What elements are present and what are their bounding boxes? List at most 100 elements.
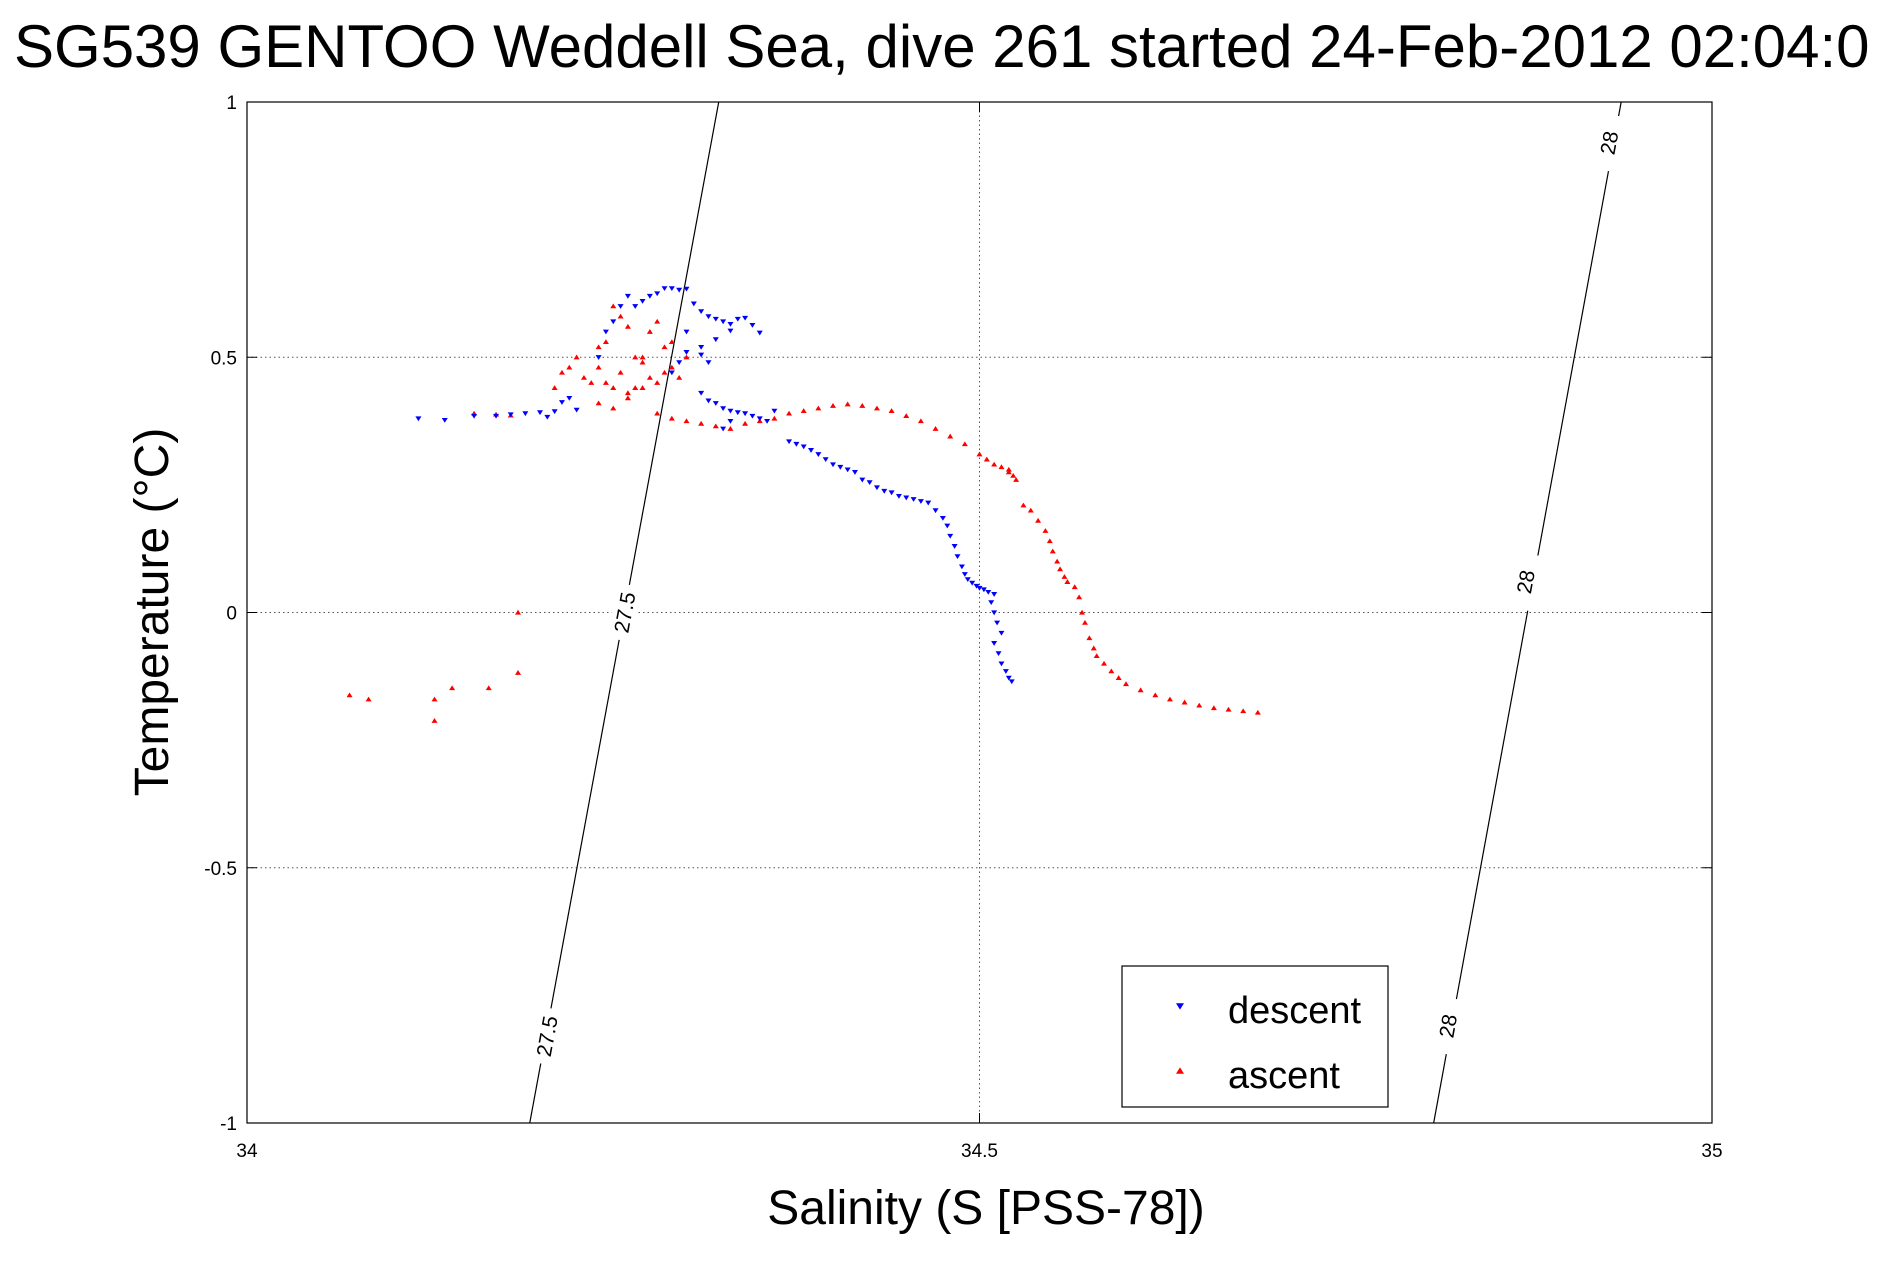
descent-point bbox=[985, 589, 992, 595]
ascent-point bbox=[515, 670, 522, 675]
descent-point bbox=[683, 329, 690, 335]
descent-point bbox=[698, 390, 705, 396]
descent-point bbox=[995, 651, 1002, 657]
descent-point bbox=[493, 413, 500, 419]
isopycnal-label: 28 bbox=[1435, 1013, 1462, 1040]
descent-point bbox=[624, 293, 631, 299]
descent-point bbox=[595, 355, 602, 360]
ascent-point bbox=[676, 374, 683, 380]
ascent-point bbox=[602, 380, 609, 385]
descent-point bbox=[954, 554, 961, 560]
ascent-point bbox=[1090, 645, 1097, 651]
ascent-point bbox=[573, 354, 580, 360]
y-tick-label: 1 bbox=[226, 93, 237, 114]
x-axis-label: Salinity (S [PSS-78]) bbox=[767, 1182, 1204, 1235]
descent-point bbox=[712, 337, 719, 343]
descent-point bbox=[844, 467, 851, 473]
ascent-point bbox=[991, 461, 998, 467]
ascent-point bbox=[1152, 692, 1159, 698]
ascent-point bbox=[646, 329, 653, 334]
ascent-point bbox=[449, 685, 456, 691]
descent-point bbox=[749, 413, 756, 419]
ascent-point bbox=[983, 456, 990, 462]
ascent-point bbox=[551, 385, 558, 390]
descent-point bbox=[727, 328, 734, 334]
ascent-point bbox=[624, 395, 631, 401]
data-series bbox=[346, 286, 1261, 723]
descent-point bbox=[980, 587, 987, 593]
ascent-point bbox=[698, 420, 705, 426]
descent-point bbox=[925, 500, 932, 506]
ascent-point bbox=[961, 441, 968, 447]
descent-point bbox=[734, 316, 741, 322]
descent-point bbox=[837, 464, 844, 470]
descent-point bbox=[1008, 679, 1015, 685]
ascent-point bbox=[1115, 675, 1122, 680]
ascent-point bbox=[639, 385, 646, 390]
ascent-point bbox=[1010, 472, 1017, 478]
descent-point bbox=[1002, 669, 1009, 674]
descent-point bbox=[991, 610, 998, 616]
ascent-point bbox=[683, 418, 690, 424]
ascent-point bbox=[727, 426, 734, 431]
ascent-point bbox=[1254, 709, 1261, 715]
descent-point bbox=[742, 315, 749, 321]
descent-point bbox=[958, 564, 965, 570]
descent-point bbox=[602, 329, 609, 335]
descent-point bbox=[749, 322, 756, 328]
ascent-point bbox=[365, 696, 372, 702]
isopycnal-label: 28 bbox=[1513, 568, 1540, 595]
descent-point bbox=[910, 497, 917, 502]
ascent-point bbox=[1057, 566, 1064, 572]
descent-point bbox=[873, 485, 880, 491]
ascent-point bbox=[873, 405, 880, 411]
ascent-point bbox=[1108, 668, 1115, 674]
ascent-point bbox=[668, 415, 675, 421]
y-axis-label: Temperature (°C) bbox=[126, 428, 179, 797]
ascent-point bbox=[903, 413, 910, 419]
descent-point bbox=[742, 411, 749, 417]
descent-point bbox=[991, 592, 998, 597]
descent-point bbox=[961, 572, 968, 577]
legend-box bbox=[1121, 965, 1389, 1108]
ascent-point bbox=[998, 464, 1005, 470]
ascent-point bbox=[431, 696, 438, 702]
descent-point bbox=[720, 426, 727, 432]
ascent-point bbox=[800, 408, 807, 413]
descent-point bbox=[903, 495, 910, 501]
ascent-point bbox=[771, 415, 778, 421]
descent-point bbox=[544, 414, 551, 420]
ascent-point bbox=[595, 364, 602, 370]
ascent-point bbox=[917, 418, 924, 424]
descent-point bbox=[558, 400, 565, 405]
descent-point bbox=[1005, 675, 1012, 681]
ascent-point bbox=[1081, 620, 1088, 625]
ascent-point bbox=[786, 410, 793, 416]
ascent-point bbox=[888, 408, 895, 413]
y-tick-label: -0.5 bbox=[204, 859, 237, 880]
descent-point bbox=[712, 401, 719, 406]
descent-point bbox=[661, 286, 668, 292]
descent-point bbox=[991, 641, 998, 646]
descent-point bbox=[734, 410, 741, 416]
ascent-point bbox=[610, 303, 617, 309]
descent-point bbox=[683, 350, 690, 355]
descent-point bbox=[720, 406, 727, 411]
x-tick-label: 34 bbox=[236, 1141, 258, 1162]
descent-point bbox=[441, 417, 448, 423]
descent-point bbox=[988, 600, 995, 605]
ascent-point bbox=[742, 420, 749, 426]
ascent-point bbox=[1210, 705, 1217, 711]
descent-point bbox=[610, 319, 617, 325]
isopycnal-label-bg bbox=[1508, 551, 1544, 612]
ascent-point bbox=[1086, 635, 1093, 641]
x-tick-label: 34.5 bbox=[961, 1141, 998, 1162]
isopycnal-label-bg bbox=[529, 1006, 566, 1067]
descent-point bbox=[705, 314, 712, 320]
descent-point bbox=[969, 580, 976, 586]
descent-point bbox=[720, 319, 727, 325]
descent-point bbox=[859, 477, 866, 483]
ascent-point bbox=[932, 426, 939, 431]
descent-point bbox=[851, 470, 858, 475]
